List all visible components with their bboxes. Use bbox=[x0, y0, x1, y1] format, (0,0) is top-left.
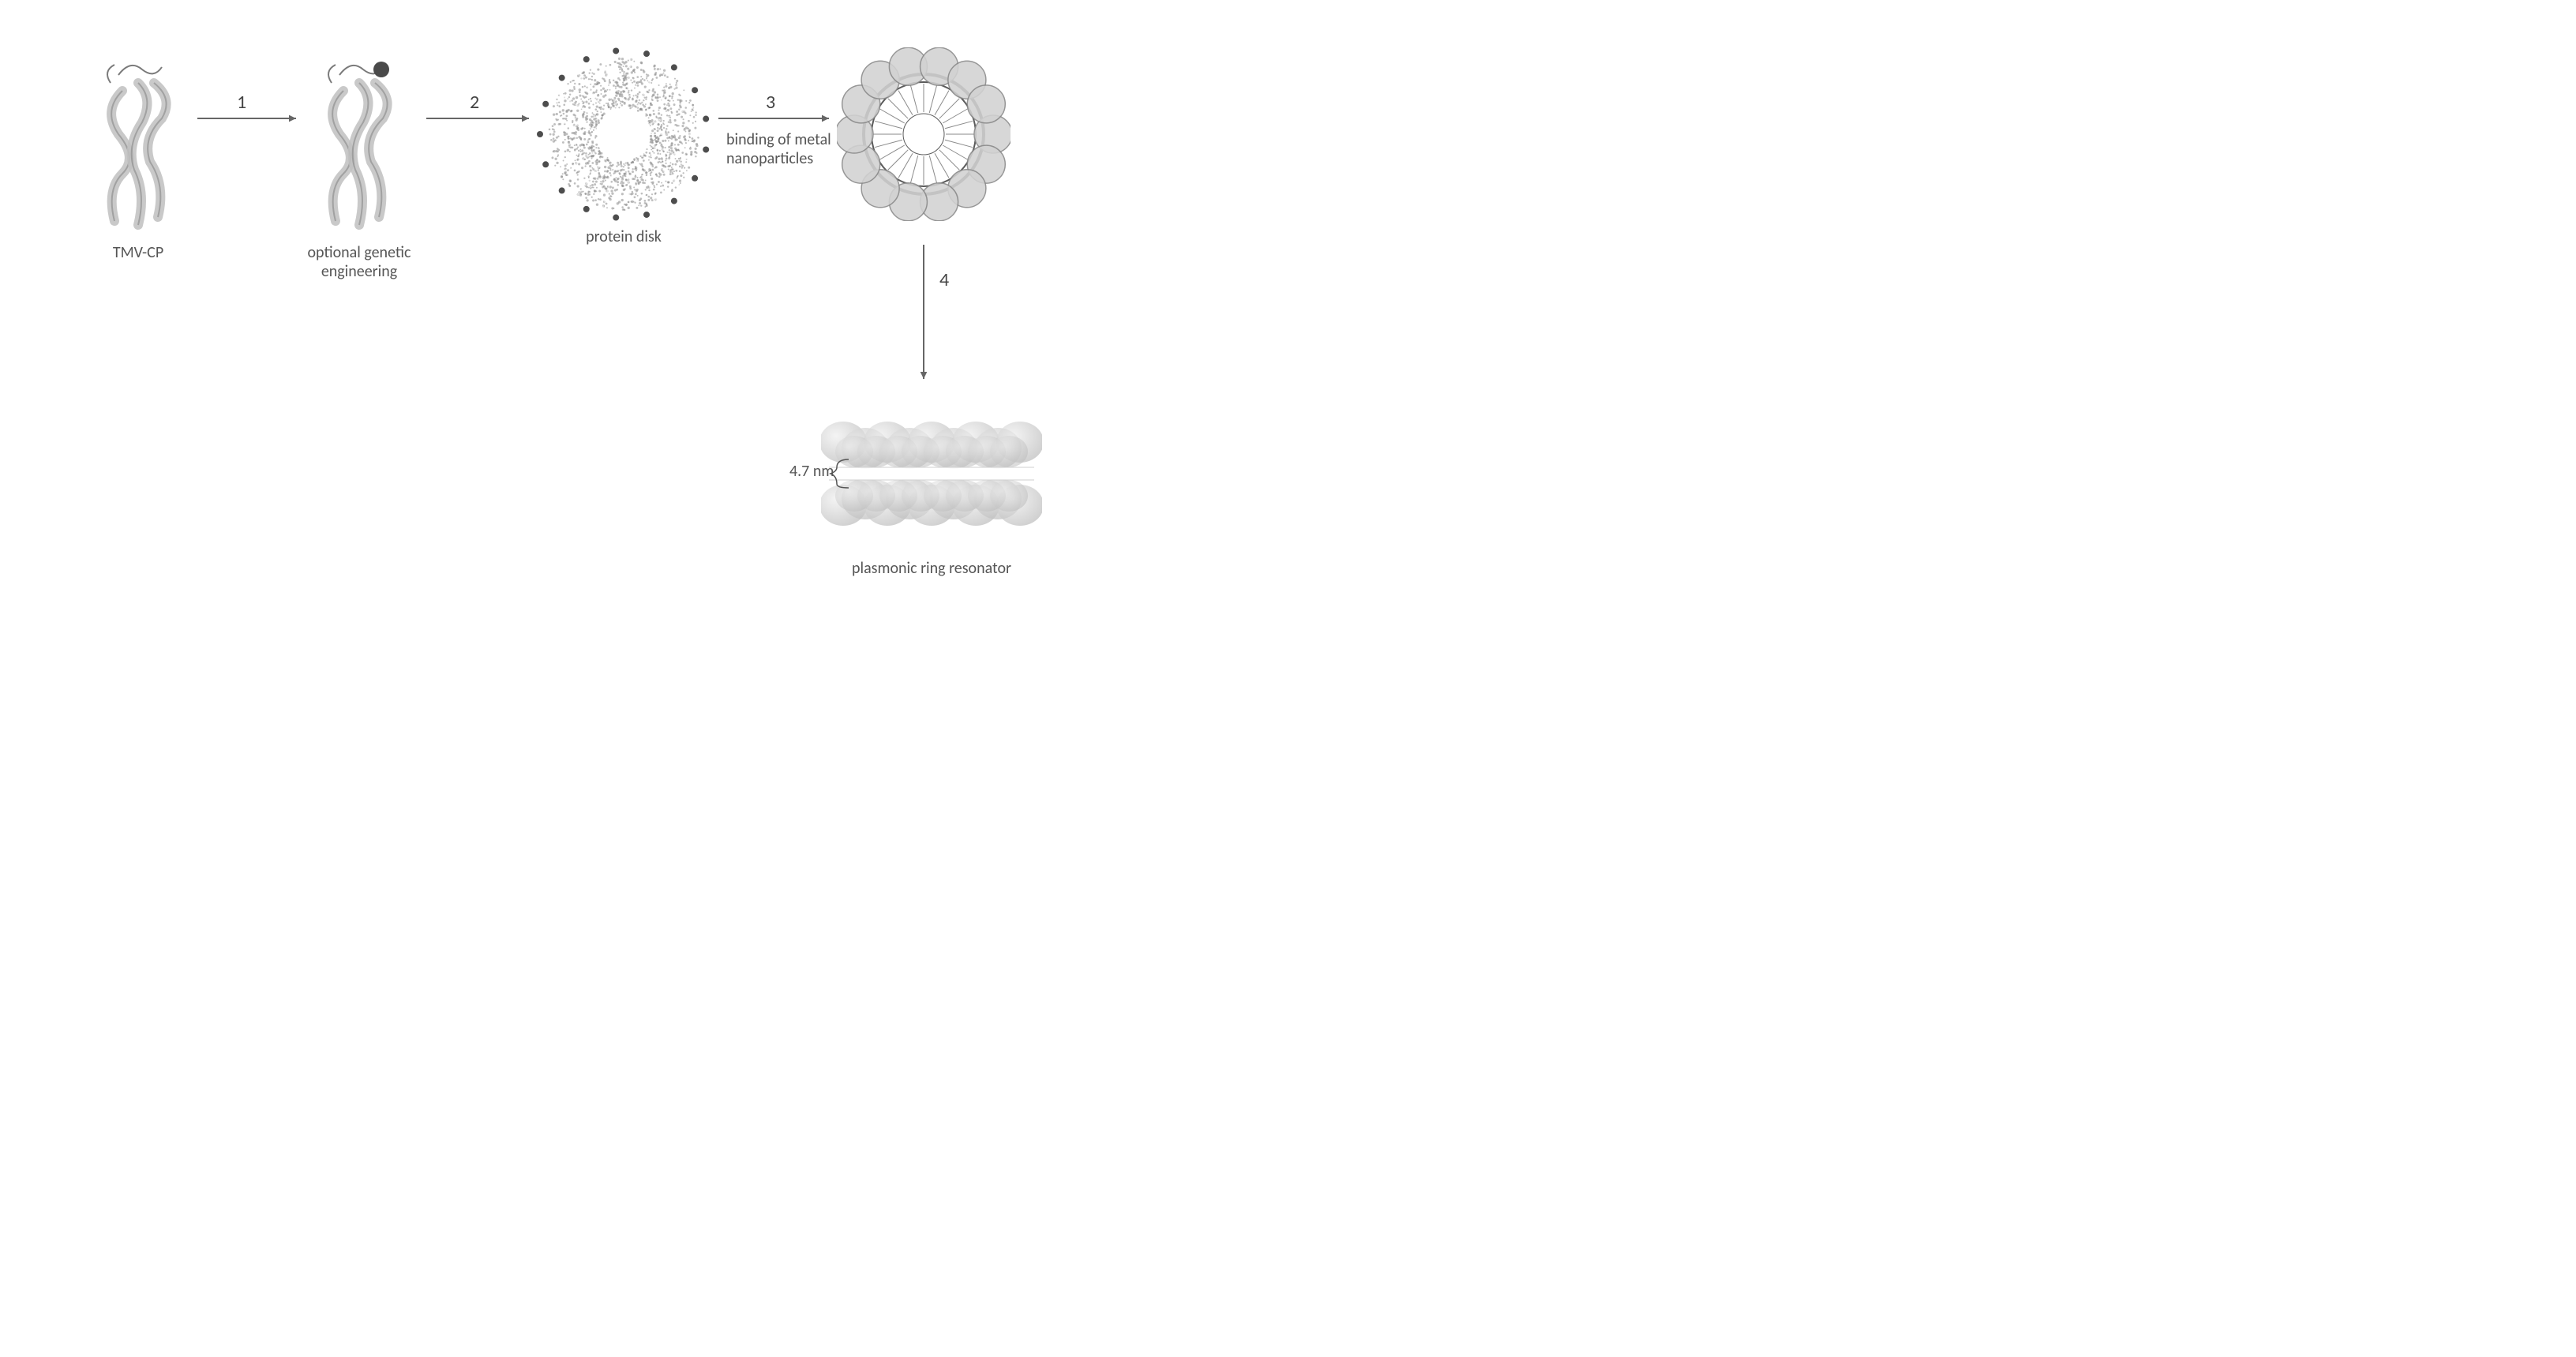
step-2: 2 bbox=[470, 91, 479, 114]
arrow-a4 bbox=[916, 237, 932, 387]
arrow-label-a3: binding of metalnanoparticles bbox=[726, 130, 831, 168]
arrow-a1 bbox=[189, 111, 304, 126]
gap-size-label: 4.7 nm bbox=[789, 462, 834, 481]
resonator-label: plasmonic ring resonator bbox=[821, 559, 1042, 578]
engineered-protein: optional genetic engineering bbox=[300, 55, 446, 281]
tmv-cp-label: TMV-CP bbox=[79, 243, 197, 262]
tmv-cp: TMV-CP bbox=[79, 55, 197, 262]
step-4: 4 bbox=[939, 268, 949, 291]
engineer-label: optional genetic engineering bbox=[272, 243, 446, 281]
protein-disk: protein disk bbox=[537, 47, 711, 246]
step-3: 3 bbox=[766, 91, 775, 114]
gap-brace bbox=[829, 458, 853, 489]
disk-label: protein disk bbox=[537, 227, 711, 246]
plasmonic-resonator: plasmonic ring resonator bbox=[821, 395, 1042, 578]
step-1: 1 bbox=[237, 91, 246, 114]
nanoparticle-ring-top bbox=[837, 47, 1011, 221]
